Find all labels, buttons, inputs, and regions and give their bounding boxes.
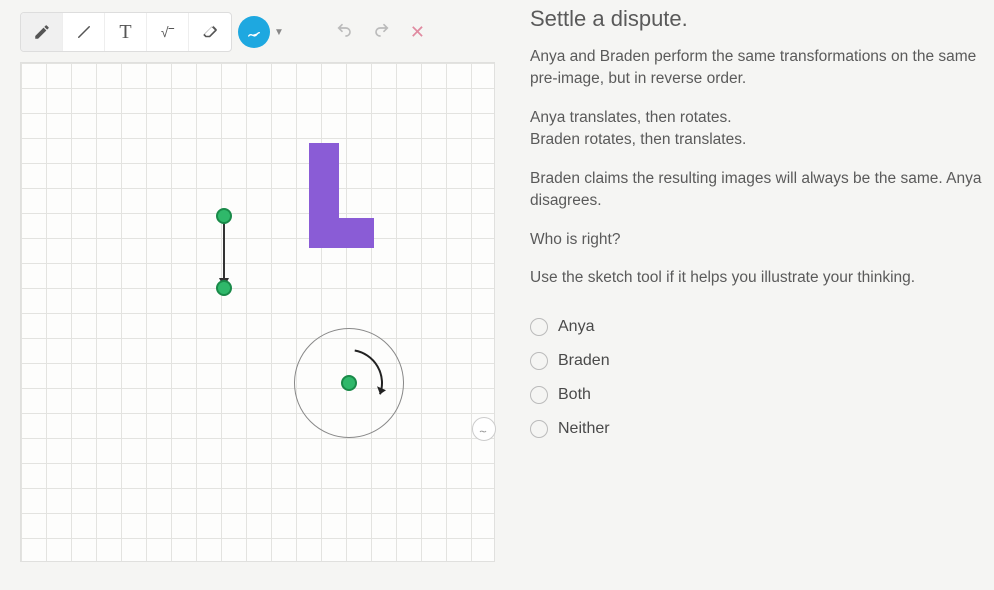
radio-icon (530, 318, 548, 336)
option-label: Braden (558, 352, 610, 370)
radio-icon (530, 386, 548, 404)
redo-icon (372, 22, 392, 38)
dropdown-caret-icon[interactable]: ▼ (274, 27, 284, 38)
history-group: ✕ (334, 22, 425, 43)
tool-text[interactable]: T (105, 13, 147, 51)
vector-end-point[interactable] (216, 280, 232, 296)
option-braden[interactable]: Braden (530, 344, 984, 378)
tool-eraser[interactable] (189, 13, 231, 51)
toolbar: T √ ▼ ✕ (20, 10, 500, 54)
question-panel: Settle a dispute. Anya and Braden perfor… (500, 0, 994, 590)
question-title: Settle a dispute. (530, 6, 984, 32)
radio-icon (530, 352, 548, 370)
tool-line[interactable] (63, 13, 105, 51)
sketch-grid[interactable] (20, 62, 495, 562)
answer-options: Anya Braden Both Neither (530, 310, 984, 446)
option-label: Anya (558, 318, 594, 336)
vector-start-point[interactable] (216, 208, 232, 224)
line-icon (75, 23, 93, 41)
undo-icon (334, 22, 354, 38)
translation-vector-line[interactable] (223, 216, 225, 283)
redo-button[interactable] (372, 22, 392, 43)
expand-grid-button[interactable] (472, 417, 496, 441)
option-label: Both (558, 386, 591, 404)
sketch-tool-button[interactable] (238, 16, 270, 48)
tool-group: T √ (20, 12, 232, 52)
option-neither[interactable]: Neither (530, 412, 984, 446)
close-icon: ✕ (410, 22, 425, 42)
sqrt-icon: √ (161, 24, 174, 40)
tool-pencil[interactable] (21, 13, 63, 51)
paragraph-0: Anya and Braden perform the same transfo… (530, 46, 984, 91)
radio-icon (530, 420, 548, 438)
paragraph-3: Who is right? (530, 229, 984, 251)
undo-button[interactable] (334, 22, 354, 43)
expand-icon (478, 423, 490, 435)
option-both[interactable]: Both (530, 378, 984, 412)
pencil-icon (33, 23, 51, 41)
tool-math[interactable]: √ (147, 13, 189, 51)
option-anya[interactable]: Anya (530, 310, 984, 344)
paragraph-2: Braden claims the resulting images will … (530, 168, 984, 213)
paragraph-4: Use the sketch tool if it helps you illu… (530, 267, 984, 289)
close-button[interactable]: ✕ (410, 22, 425, 43)
eraser-icon (201, 23, 219, 41)
paragraph-1: Anya translates, then rotates. Braden ro… (530, 107, 984, 152)
option-label: Neither (558, 420, 610, 438)
rotation-center-point[interactable] (341, 375, 357, 391)
sketch-icon (246, 24, 262, 40)
